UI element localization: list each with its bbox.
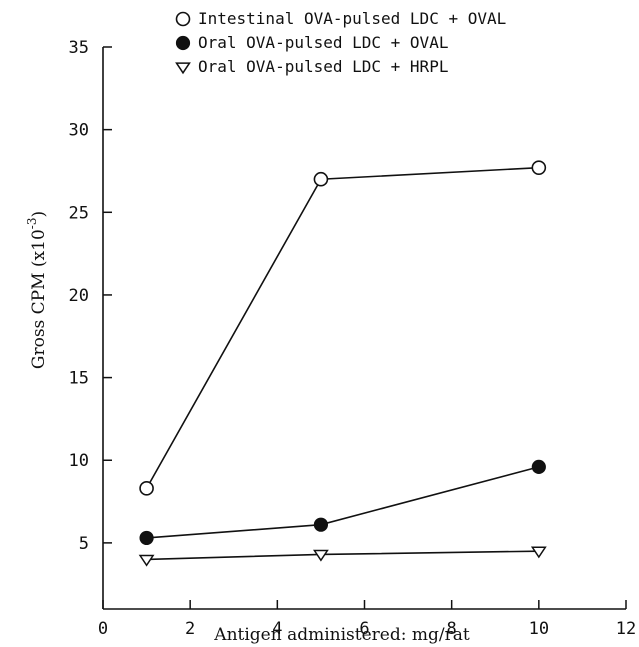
y-tick-label: 20 (69, 286, 89, 306)
legend-item: Oral OVA-pulsed LDC + HRPL (175, 57, 448, 76)
x-tick-label: 12 (616, 619, 636, 639)
series-2 (139, 459, 546, 546)
series-line (145, 166, 539, 489)
axes (102, 47, 626, 610)
y-axis-label-base: Gross CPM (x10 (29, 229, 49, 369)
data-point (138, 554, 155, 567)
x-tick-label: 6 (359, 619, 369, 639)
y-axis-label-exponent: -3 (25, 218, 39, 230)
y-tick-label: 10 (69, 451, 89, 471)
data-point (139, 530, 154, 546)
legend-label: Oral OVA-pulsed LDC + OVAL (198, 33, 448, 52)
series-line (146, 466, 540, 539)
data-point (139, 481, 154, 496)
legend-marker (175, 62, 191, 75)
legend-item: Oral OVA-pulsed LDC + OVAL (175, 33, 448, 52)
x-axis-label: Antigen administered: mg/rat (213, 625, 470, 645)
x-tick-label: 10 (529, 619, 549, 639)
legend-label: Oral OVA-pulsed LDC + HRPL (198, 57, 448, 76)
y-tick-label: 30 (69, 121, 89, 141)
ticks: 0 2 4 6 8 10 12 5 10 15 20 25 30 35 (69, 38, 637, 639)
data-point (313, 171, 329, 187)
data-point (531, 459, 546, 474)
y-axis-label: Gross CPM (x10-3) (25, 211, 49, 369)
series-layer (138, 160, 547, 567)
legend-label: Intestinal OVA-pulsed LDC + OVAL (198, 9, 506, 28)
x-tick-label: 4 (272, 619, 282, 639)
y-tick-label: 15 (69, 369, 89, 389)
legend-marker (175, 11, 191, 27)
data-point (313, 517, 329, 532)
legend: Intestinal OVA-pulsed LDC + OVAL Oral OVA… (175, 9, 506, 76)
y-axis-label-close: ) (29, 211, 49, 218)
y-tick-label: 5 (79, 534, 89, 554)
data-point (530, 546, 547, 559)
legend-marker (175, 35, 191, 51)
series-1 (139, 160, 547, 496)
x-tick-label: 2 (185, 619, 195, 639)
y-tick-label: 25 (69, 203, 89, 223)
data-point (531, 160, 547, 175)
series-line (146, 550, 539, 561)
y-tick-label: 35 (69, 38, 89, 58)
data-point (313, 549, 329, 562)
x-tick-label: 8 (447, 619, 457, 639)
x-tick-label: 0 (98, 619, 108, 639)
legend-item: Intestinal OVA-pulsed LDC + OVAL (175, 9, 506, 28)
series-3 (138, 546, 547, 567)
